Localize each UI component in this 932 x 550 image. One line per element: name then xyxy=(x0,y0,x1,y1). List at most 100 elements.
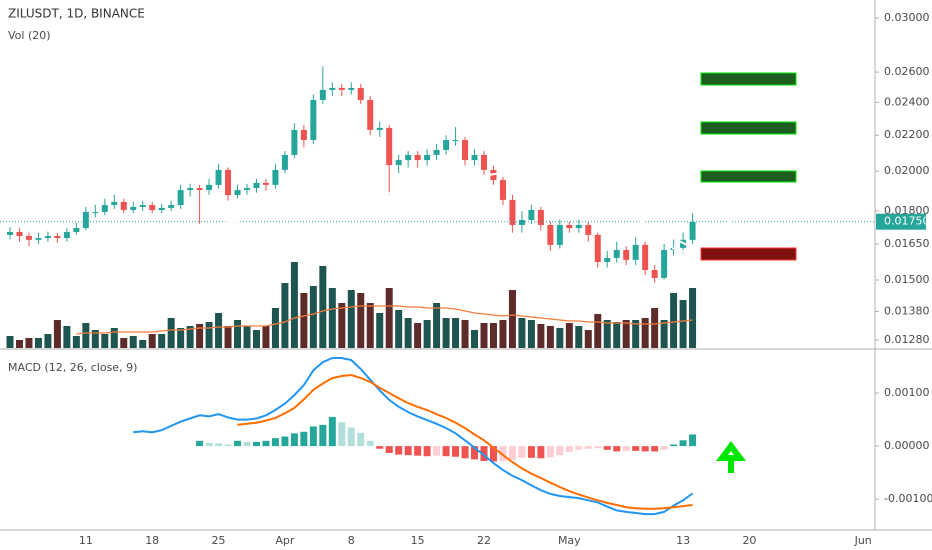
candle-body xyxy=(281,154,288,170)
candle-body xyxy=(16,232,23,237)
y-tick-label: 0.02000 xyxy=(884,164,930,177)
macd-histogram-bar xyxy=(537,446,545,459)
macd-histogram-bar xyxy=(423,446,431,457)
candle-body xyxy=(310,99,317,141)
candle-body xyxy=(556,224,563,245)
macd-histogram-bar xyxy=(234,440,242,447)
candle-body xyxy=(424,154,431,161)
y-tick-label: 0.02200 xyxy=(884,128,930,141)
macd-histogram-bar xyxy=(366,440,374,447)
candle-body xyxy=(594,234,601,263)
candle-body xyxy=(215,169,222,185)
volume-bar xyxy=(252,330,260,348)
x-tick-label: 25 xyxy=(212,534,226,547)
candle-body xyxy=(367,99,374,130)
volume-bar xyxy=(224,326,232,348)
volume-bar xyxy=(404,318,412,348)
volume-bar xyxy=(489,323,497,348)
volume-bar xyxy=(271,308,279,348)
volume-bar xyxy=(480,323,488,348)
macd-histogram-bar xyxy=(508,446,516,460)
y-tick-label: -0.00100 xyxy=(884,492,932,505)
macd-histogram-bar xyxy=(660,446,668,450)
volume-bar xyxy=(91,330,99,348)
candle-body xyxy=(225,169,232,196)
macd-histogram-bar xyxy=(556,446,564,456)
candle-body xyxy=(499,180,506,200)
signal-line xyxy=(237,373,693,510)
volume-bar xyxy=(196,324,204,348)
macd-histogram-bar xyxy=(376,446,384,449)
target-box xyxy=(700,170,797,183)
volume-bar xyxy=(281,283,289,348)
y-tick-label: 0.01380 xyxy=(884,305,930,318)
candle-body xyxy=(187,188,194,191)
volume-bar xyxy=(347,290,355,348)
volume-bar xyxy=(556,328,564,348)
target-box xyxy=(700,72,797,86)
volume-bar xyxy=(186,326,194,348)
volume-bar xyxy=(101,334,109,348)
candle-body xyxy=(642,244,649,271)
target-box xyxy=(700,121,797,135)
volume-bar xyxy=(622,320,630,348)
macd-line xyxy=(133,357,694,516)
volume-bar xyxy=(177,328,185,348)
volume-bar xyxy=(25,338,33,348)
macd-histogram-bar xyxy=(499,446,507,461)
volume-bar xyxy=(15,340,23,348)
candle-body xyxy=(585,224,592,235)
volume-bar xyxy=(300,293,308,348)
macd-histogram-bar xyxy=(347,427,355,447)
candle-body xyxy=(130,206,137,211)
candle-body xyxy=(300,129,307,141)
candle-body xyxy=(613,249,620,258)
x-tick-label: 15 xyxy=(411,534,425,547)
x-tick-label: Jun xyxy=(854,534,872,547)
candle-body xyxy=(386,127,393,166)
x-tick-label: 8 xyxy=(348,534,355,547)
volume-bar xyxy=(660,320,668,348)
volume-bar xyxy=(110,328,118,348)
volume-bar xyxy=(613,322,621,348)
volume-bar xyxy=(148,334,156,348)
x-tick-label: 11 xyxy=(79,534,93,547)
candle-body xyxy=(329,87,336,90)
candle-body xyxy=(528,210,535,220)
chart-title: ZILUSDT, 1D, BINANCE xyxy=(8,7,145,21)
candle-body xyxy=(177,190,184,206)
macd-histogram-bar xyxy=(414,446,422,456)
volume-bar xyxy=(518,318,526,348)
volume-bar xyxy=(167,318,175,348)
volume-bar xyxy=(120,338,128,348)
volume-bar xyxy=(319,266,327,348)
y-tick-label: 0.00100 xyxy=(884,386,930,399)
y-tick-label: 0.01500 xyxy=(884,273,930,286)
volume-bar xyxy=(72,336,80,348)
volume-bar xyxy=(262,326,270,348)
macd-histogram-bar xyxy=(196,440,204,447)
y-tick-label: 0.01650 xyxy=(884,237,930,250)
candle-body xyxy=(234,190,241,196)
volume-bar xyxy=(651,308,659,348)
candle-body xyxy=(253,182,260,189)
macd-histogram-bar xyxy=(357,432,365,447)
volume-bar xyxy=(423,320,431,348)
candle-body xyxy=(623,249,630,260)
y-tick-label: 0.02400 xyxy=(884,95,930,108)
macd-histogram-bar xyxy=(527,446,535,458)
volume-bar xyxy=(641,318,649,348)
candle-body xyxy=(120,201,127,211)
candle-body xyxy=(443,140,450,150)
volume-bar xyxy=(205,322,213,348)
macd-histogram-bar xyxy=(679,440,687,447)
candle-body xyxy=(452,140,459,142)
volume-bar xyxy=(632,320,640,348)
x-tick-label: 13 xyxy=(676,534,690,547)
macd-histogram-bar xyxy=(632,446,640,451)
volume-bar xyxy=(129,336,137,348)
macd-histogram-bar xyxy=(622,446,630,451)
candle-body xyxy=(35,238,42,240)
